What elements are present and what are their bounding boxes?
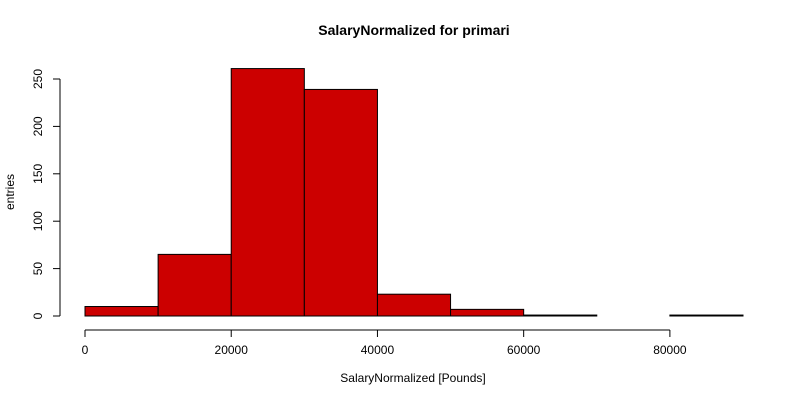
histogram-bar-2	[230, 68, 305, 317]
histogram-bar-5	[450, 308, 525, 317]
x-tick-label: 0	[82, 343, 89, 357]
x-tick-label: 80000	[653, 343, 687, 357]
y-tick-label: 0	[31, 312, 45, 319]
x-tick-label: 20000	[215, 343, 249, 357]
bars-group	[84, 68, 744, 317]
histogram-bar-1	[157, 253, 232, 317]
y-tick-label: 250	[31, 69, 45, 89]
chart-title: SalaryNormalized for primari	[318, 22, 509, 38]
y-tick-label: 200	[31, 116, 45, 136]
x-axis-label: SalaryNormalized [Pounds]	[340, 371, 485, 385]
y-tick-label: 150	[31, 163, 45, 183]
histogram-bar-8	[669, 314, 744, 317]
x-tick-label: 60000	[507, 343, 541, 357]
histogram-bar-3	[303, 88, 378, 317]
x-axis: 0 20000 40000 60000 80000	[82, 329, 687, 357]
histogram-bar-4	[376, 293, 452, 317]
y-axis-label: entries	[3, 174, 17, 210]
histogram-bar-0	[84, 306, 159, 317]
x-tick-label: 40000	[361, 343, 395, 357]
y-tick-label: 50	[31, 262, 45, 276]
y-tick-label: 100	[31, 211, 45, 231]
histogram-bar-6	[523, 314, 598, 317]
y-axis: 0 50 100 150 200 250	[31, 69, 61, 319]
